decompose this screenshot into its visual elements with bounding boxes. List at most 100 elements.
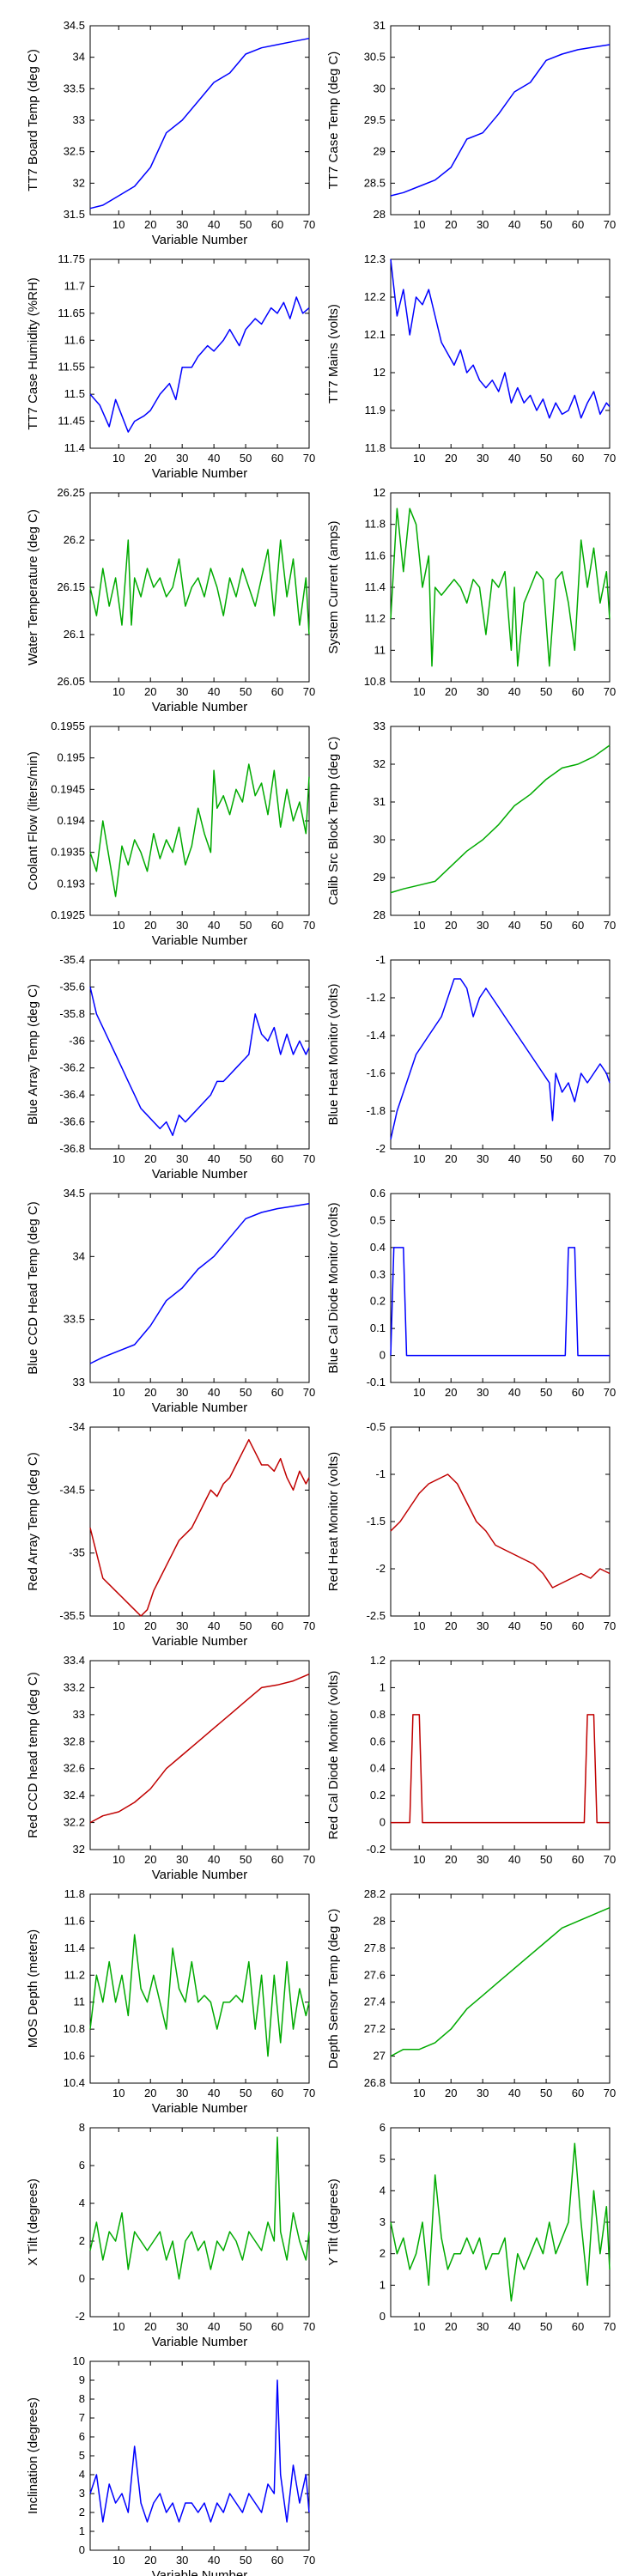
x-tick-label: 50 (240, 2320, 252, 2333)
series-line (89, 1674, 310, 1824)
x-tick-label: 50 (540, 1152, 552, 1165)
x-tick-label: 70 (604, 1619, 616, 1632)
series-line (391, 1714, 610, 1824)
x-tick-label: 20 (144, 919, 156, 932)
y-tick-label: 0 (380, 2310, 386, 2323)
x-tick-label: 50 (540, 919, 552, 932)
x-tick-label: 60 (572, 2320, 584, 2333)
x-tick-label: 40 (508, 1386, 520, 1399)
x-tick-label: 10 (112, 2554, 125, 2567)
x-tick-label: 30 (176, 218, 188, 231)
y-axis-label: X Tilt (degrees) (26, 2178, 40, 2266)
chart-6: 10 20 30 40 50 60 70 10.8 11 11.2 11.4 11.6 11.8 12 Sy… (326, 486, 616, 698)
y-tick-label: 33.5 (64, 1313, 85, 1326)
y-tick-label: -2 (375, 1562, 386, 1575)
x-tick-label: 30 (477, 685, 489, 698)
x-tick-label: 10 (112, 1152, 125, 1165)
x-tick-label: 30 (176, 1386, 188, 1399)
y-tick-label: 1 (380, 1680, 386, 1693)
x-tick-label: 40 (508, 2320, 520, 2333)
plot-frame (390, 1426, 611, 1617)
y-tick-label: -1.2 (367, 991, 386, 1004)
plot-frame (89, 2127, 310, 2318)
y-tick-label: 4 (380, 2184, 386, 2196)
y-axis-label: Blue Cal Diode Monitor (volts) (326, 1202, 341, 1373)
y-tick-label: -35.4 (59, 953, 85, 966)
series-line (390, 2142, 611, 2302)
x-tick-label: 20 (144, 452, 156, 465)
chart-5: 10 20 30 40 50 60 70 26.05 26.1 26.15 26.2 26.25 Var… (26, 486, 315, 714)
x-tick-label: 70 (604, 1152, 616, 1165)
y-tick-label: 11.8 (64, 1887, 85, 1900)
x-tick-label: 60 (271, 2087, 283, 2099)
y-tick-label: 0.2 (370, 1789, 386, 1801)
x-tick-label: 10 (413, 452, 425, 465)
x-tick-label: 50 (240, 2554, 252, 2567)
y-tick-label: -1.4 (367, 1029, 386, 1042)
x-tick-label: 40 (508, 218, 520, 231)
y-tick-label: 6 (79, 2159, 85, 2172)
x-tick-label: 20 (144, 1152, 156, 1165)
x-tick-label: 10 (413, 2087, 425, 2099)
x-tick-label: 70 (303, 452, 315, 465)
y-tick-label: 11 (374, 643, 386, 656)
x-tick-label: 10 (112, 452, 125, 465)
plot-frame (390, 258, 611, 449)
y-tick-label: 31 (374, 795, 386, 808)
y-tick-label: 0.194 (57, 814, 85, 827)
y-tick-label: 31.5 (64, 208, 85, 221)
y-tick-label: 26.8 (364, 2076, 386, 2089)
x-tick-label: 20 (445, 1386, 457, 1399)
y-tick-label: -0.1 (367, 1376, 386, 1388)
plot-frame (89, 1426, 310, 1617)
x-tick-label: 10 (112, 2320, 125, 2333)
x-tick-label: 10 (112, 685, 125, 698)
y-tick-label: 0.1935 (51, 846, 85, 859)
y-tick-label: -2 (375, 1142, 386, 1155)
y-axis-label: TT7 Case Temp (deg C) (326, 52, 341, 190)
x-tick-label: 60 (271, 218, 283, 231)
x-tick-label: 60 (271, 2320, 283, 2333)
chart-19: 10 20 30 40 50 60 70 -2 0 2 4 6 8 Variable Number X Ti… (26, 2121, 315, 2349)
y-axis-label: Inclination (degrees) (26, 2397, 40, 2514)
y-tick-label: 27.8 (364, 1941, 386, 1954)
chart-17: 10 20 30 40 50 60 70 10.4 10.6 10.8 11 11.2 11.4 11.6… (26, 1887, 315, 2116)
series-line (89, 2136, 310, 2280)
y-tick-label: 33.2 (64, 1680, 85, 1693)
y-axis-label: Red CCD head temp (deg C) (26, 1672, 40, 1838)
chart-15: 10 20 30 40 50 60 70 32 32.2 32.4 32.6 32.8 33 33.2 33… (26, 1654, 315, 1882)
x-tick-label: 70 (303, 1152, 315, 1165)
y-axis-label: Red Heat Monitor (volts) (326, 1452, 341, 1592)
y-tick-label: 8 (79, 2392, 85, 2405)
y-axis-label: TT7 Board Temp (deg C) (26, 49, 40, 191)
x-tick-label: 40 (508, 919, 520, 932)
chart-16: 10 20 30 40 50 60 70 -0.2 0 0.2 0.4 0.6 0.8 1 1.2 Red C… (326, 1654, 616, 1866)
x-tick-label: 30 (477, 452, 489, 465)
x-tick-label: 70 (303, 218, 315, 231)
x-tick-label: 70 (303, 2554, 315, 2567)
y-tick-label: 0.4 (370, 1241, 386, 1254)
y-tick-label: -35.8 (59, 1007, 85, 1020)
y-tick-label: 1 (380, 2278, 386, 2291)
y-tick-label: 11.6 (365, 549, 386, 562)
y-tick-label: 0 (380, 1349, 386, 1362)
y-axis-label: Calib Src Block Temp (deg C) (326, 737, 341, 905)
x-tick-label: 30 (477, 218, 489, 231)
x-tick-label: 50 (240, 1619, 252, 1632)
y-tick-label: 0 (79, 2543, 85, 2556)
series-line (390, 507, 611, 667)
y-tick-label: -35 (69, 1546, 85, 1559)
x-tick-label: 70 (604, 685, 616, 698)
y-axis-label: Depth Sensor Temp (deg C) (326, 1909, 341, 2069)
x-tick-label: 10 (413, 685, 425, 698)
x-tick-label: 60 (271, 1619, 283, 1632)
y-tick-label: 32.4 (64, 1789, 85, 1801)
series-line (89, 763, 310, 897)
chart-11: 10 20 30 40 50 60 70 33 33.5 34 34.5 Variable Numbe… (26, 1187, 315, 1415)
y-tick-label: 33 (374, 720, 386, 732)
chart-21: 10 20 30 40 50 60 70 0 1 2 3 4 5 6 7 8 9 10 Variable Numbe… (26, 2354, 315, 2576)
x-tick-label: 30 (176, 1853, 188, 1866)
y-tick-label: 11.8 (365, 518, 386, 531)
y-tick-label: 3 (79, 2487, 85, 2500)
x-axis-label: Variable Number (152, 700, 247, 714)
